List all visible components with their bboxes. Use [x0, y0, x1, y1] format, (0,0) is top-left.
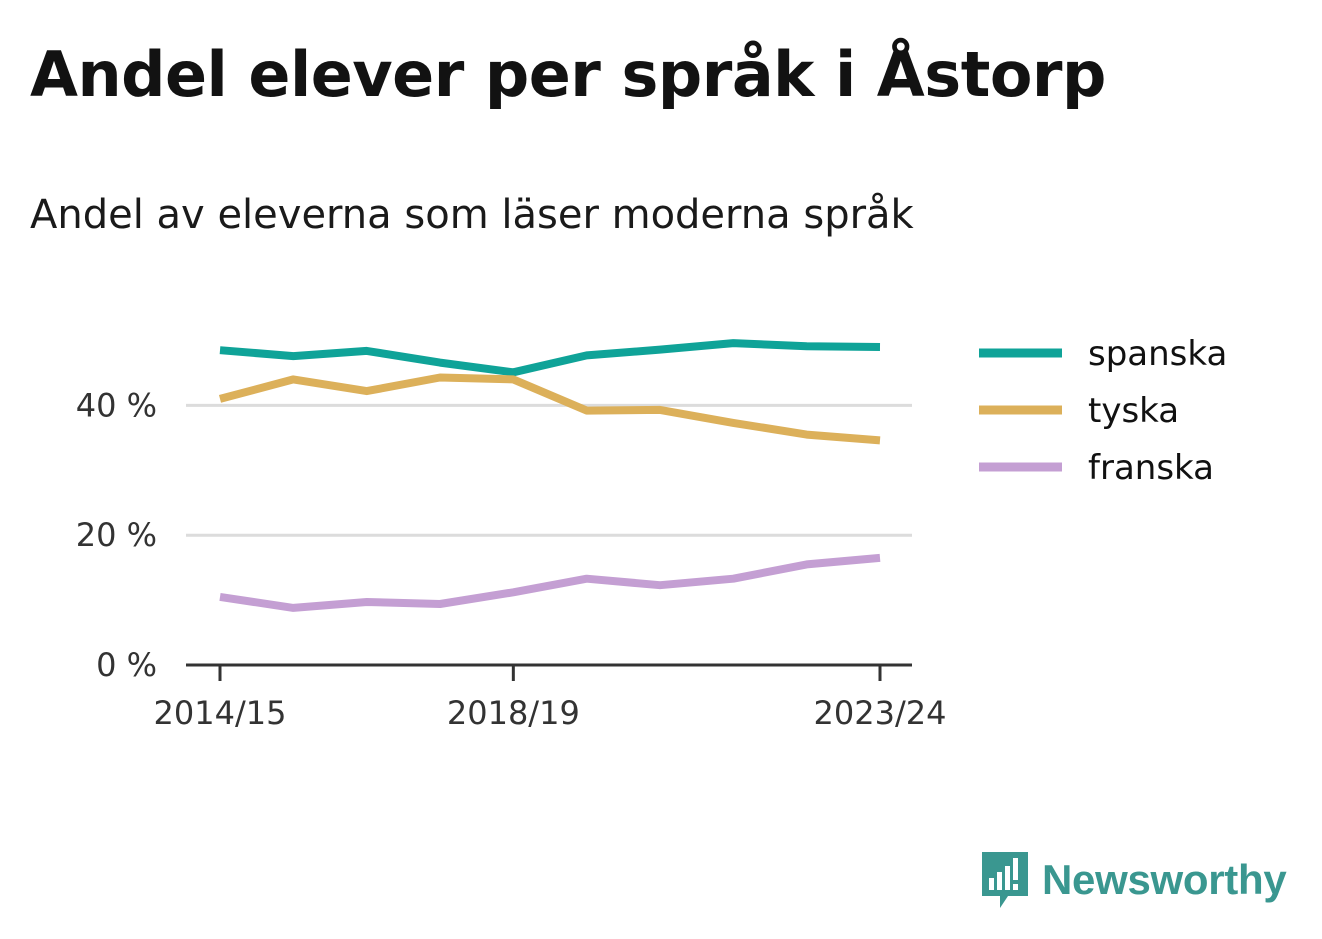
series-line-tyska [218, 373, 881, 445]
series-lines [218, 339, 881, 612]
newsworthy-icon [982, 852, 1028, 908]
x-axis: 2014/15 2018/19 2023/24 [154, 663, 947, 732]
x-tick-label: 2018/19 [447, 694, 580, 732]
legend-label-spanska: spanska [1088, 334, 1227, 374]
legend-label-tyska: tyska [1088, 391, 1179, 431]
y-tick-label: 0 % [96, 646, 157, 684]
series-line-spanska [219, 339, 881, 377]
x-tick-label: 2023/24 [814, 694, 947, 732]
chart-subtitle: Andel av eleverna som läser moderna språ… [30, 192, 914, 238]
y-tick-label: 40 % [76, 386, 157, 424]
x-tick-label: 2014/15 [154, 694, 287, 732]
grid-lines [186, 403, 912, 537]
series-line-franska [219, 553, 881, 612]
newsworthy-logo: Newsworthy [980, 850, 1287, 910]
legend-label-franska: franska [1088, 448, 1214, 488]
brand-name: Newsworthy [1042, 856, 1287, 903]
y-tick-label: 20 % [76, 516, 157, 554]
y-axis: 0 % 20 % 40 % [76, 386, 157, 684]
chart-title: Andel elever per språk i Åstorp [30, 38, 1106, 111]
legend: spanska tyska franska [979, 334, 1227, 488]
